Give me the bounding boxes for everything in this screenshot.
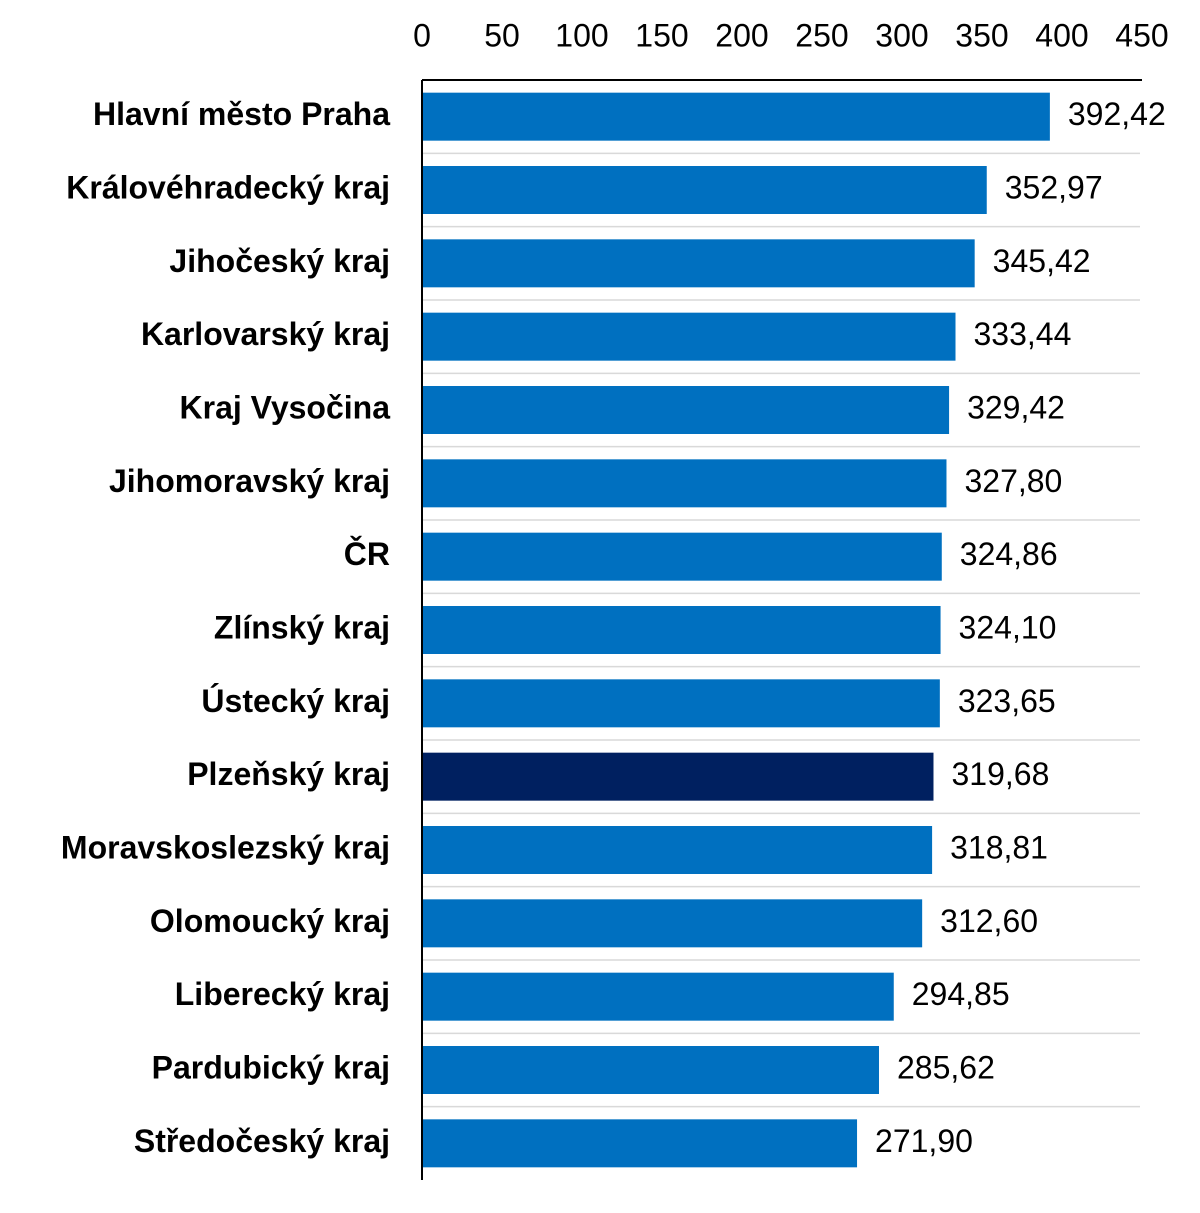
value-label: 324,10	[959, 609, 1057, 645]
bar	[422, 312, 956, 361]
x-tick-label: 0	[413, 17, 431, 53]
value-label: 271,90	[875, 1123, 973, 1159]
bar	[422, 606, 941, 654]
bar	[422, 1119, 858, 1168]
category-label: Pardubický kraj	[152, 1049, 390, 1085]
bar	[422, 1046, 879, 1094]
category-label: Hlavní město Praha	[93, 96, 390, 132]
value-label: 318,81	[950, 829, 1048, 865]
x-tick-label: 300	[875, 17, 928, 53]
value-label: 392,42	[1068, 96, 1166, 132]
category-label: Olomoucký kraj	[150, 903, 390, 939]
x-tick-label: 350	[955, 17, 1008, 53]
value-label: 333,44	[974, 316, 1072, 352]
bar	[422, 386, 950, 434]
value-label: 327,80	[964, 463, 1062, 499]
value-label: 285,62	[897, 1049, 995, 1085]
bar	[422, 239, 975, 288]
bar	[422, 899, 923, 948]
category-label: Jihočeský kraj	[169, 243, 390, 279]
value-label: 324,86	[960, 536, 1058, 572]
category-label: Liberecký kraj	[175, 976, 390, 1012]
category-label: Jihomoravský kraj	[109, 463, 390, 499]
x-tick-label: 450	[1115, 17, 1168, 53]
category-label: Královéhradecký kraj	[66, 169, 390, 205]
bar	[422, 532, 942, 581]
value-label: 352,97	[1005, 169, 1103, 205]
value-label: 319,68	[951, 756, 1049, 792]
category-label: ČR	[344, 536, 390, 572]
x-tick-label: 150	[635, 17, 688, 53]
value-label: 323,65	[958, 683, 1056, 719]
category-label: Moravskoslezský kraj	[61, 829, 390, 865]
value-label: 294,85	[912, 976, 1010, 1012]
category-label: Ústecký kraj	[201, 683, 390, 719]
category-label: Zlínský kraj	[214, 609, 390, 645]
bar	[422, 92, 1050, 141]
x-tick-label: 250	[795, 17, 848, 53]
bar	[422, 679, 940, 728]
x-tick-label: 100	[555, 17, 608, 53]
value-label: 345,42	[993, 243, 1091, 279]
bar	[422, 752, 934, 801]
category-label: Středočeský kraj	[134, 1123, 390, 1159]
bar	[422, 166, 987, 214]
value-label: 312,60	[940, 903, 1038, 939]
category-label: Kraj Vysočina	[180, 389, 391, 425]
bar	[422, 826, 933, 874]
category-label: Karlovarský kraj	[141, 316, 390, 352]
x-tick-label: 400	[1035, 17, 1088, 53]
category-label: Plzeňský kraj	[187, 756, 390, 792]
bar	[422, 459, 947, 508]
value-label: 329,42	[967, 389, 1065, 425]
bar	[422, 972, 894, 1021]
x-tick-label: 200	[715, 17, 768, 53]
x-tick-label: 50	[484, 17, 520, 53]
